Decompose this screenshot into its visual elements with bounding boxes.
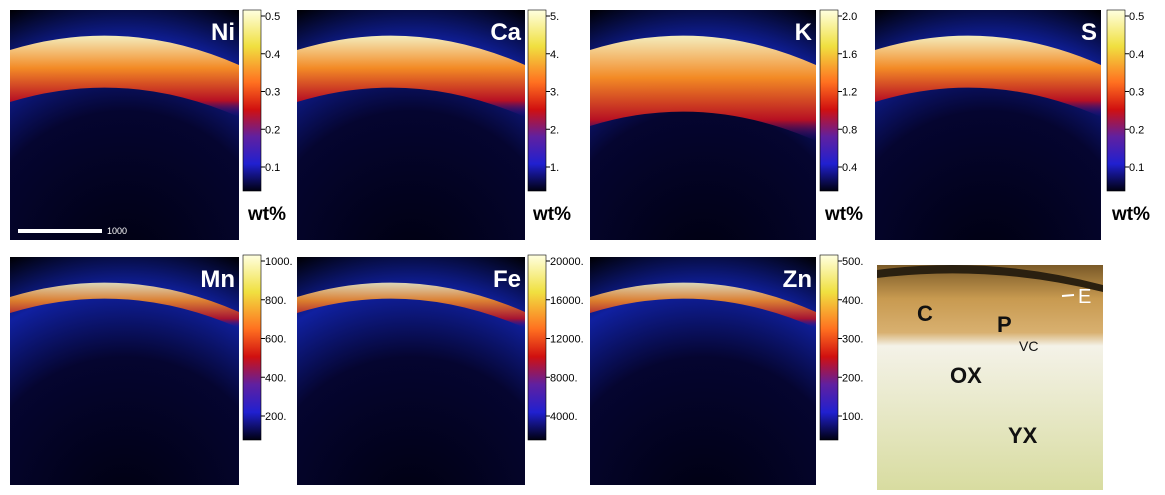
tick-label: 300. — [842, 334, 863, 346]
colorbar — [242, 254, 262, 441]
photo-label: E — [1078, 286, 1091, 308]
tick-label: 0.3 — [1129, 87, 1144, 99]
photo-label: YX — [1008, 423, 1038, 448]
tick-label: 0.2 — [265, 124, 280, 136]
unit-label: wt% — [532, 204, 571, 225]
tick-label: 2.0 — [842, 11, 857, 23]
photo-label: OX — [950, 363, 982, 388]
element-label: S — [1081, 19, 1097, 46]
element-label: Fe — [493, 266, 521, 293]
tick-label: 0.5 — [1129, 11, 1144, 23]
tick-label: 0.8 — [842, 124, 857, 136]
tick-label: 20000. — [550, 256, 584, 268]
colorbar — [819, 9, 839, 192]
tick-label: 16000. — [550, 295, 584, 307]
pointer — [1061, 294, 1075, 297]
hot-band — [297, 282, 525, 328]
photo-label: VC — [1019, 338, 1038, 354]
colorbar — [527, 254, 547, 441]
tick-label: 500. — [842, 256, 863, 268]
hot-band — [297, 35, 525, 117]
tick-label: 0.5 — [265, 11, 280, 23]
element-label: Zn — [783, 266, 812, 293]
element-label: Mn — [200, 266, 235, 293]
tick-label: 2. — [550, 124, 559, 136]
tick-label: 400. — [842, 295, 863, 307]
hot-band — [590, 35, 816, 141]
epidermis — [877, 265, 1103, 292]
colorbar — [527, 9, 547, 192]
tick-label: 1.6 — [842, 49, 857, 61]
colorbar — [242, 9, 262, 192]
tick-label: 5. — [550, 11, 559, 23]
tick-label: 100. — [842, 411, 863, 423]
colorbar — [1106, 9, 1126, 192]
tick-label: 1. — [550, 162, 559, 174]
photo-panel: C P VC E OX YX — [877, 265, 1103, 490]
photo — [877, 265, 1103, 490]
tick-label: 0.1 — [265, 162, 280, 174]
tick-label: 3. — [550, 87, 559, 99]
photo-label: P — [997, 312, 1012, 337]
tick-label: 200. — [265, 411, 286, 423]
hot-band — [590, 282, 816, 328]
tick-label: 1000. — [265, 256, 293, 268]
tick-label: 1.2 — [842, 87, 857, 99]
tick-label: 0.4 — [1129, 49, 1144, 61]
tick-label: 12000. — [550, 334, 584, 346]
unit-label: wt% — [247, 204, 286, 225]
tick-label: 0.4 — [265, 49, 280, 61]
tick-label: 0.2 — [1129, 124, 1144, 136]
tick-label: 0.3 — [265, 87, 280, 99]
element-label: K — [795, 19, 813, 46]
element-label: Ca — [490, 19, 521, 46]
scale-bar-label: 1000 — [107, 226, 127, 236]
colorbar — [819, 254, 839, 441]
tick-label: 4. — [550, 49, 559, 61]
hot-band — [10, 35, 239, 117]
unit-label: wt% — [824, 204, 863, 225]
tick-label: 8000. — [550, 372, 578, 384]
hot-band — [875, 35, 1101, 117]
tick-label: 400. — [265, 372, 286, 384]
tick-label: 600. — [265, 334, 286, 346]
element-label: Ni — [211, 19, 235, 46]
hot-band — [10, 282, 239, 328]
tick-label: 0.1 — [1129, 162, 1144, 174]
tick-label: 800. — [265, 295, 286, 307]
tick-label: 4000. — [550, 411, 578, 423]
photo-label: C — [917, 301, 933, 326]
tick-label: 0.4 — [842, 162, 857, 174]
unit-label: wt% — [1111, 204, 1150, 225]
tick-label: 200. — [842, 372, 863, 384]
